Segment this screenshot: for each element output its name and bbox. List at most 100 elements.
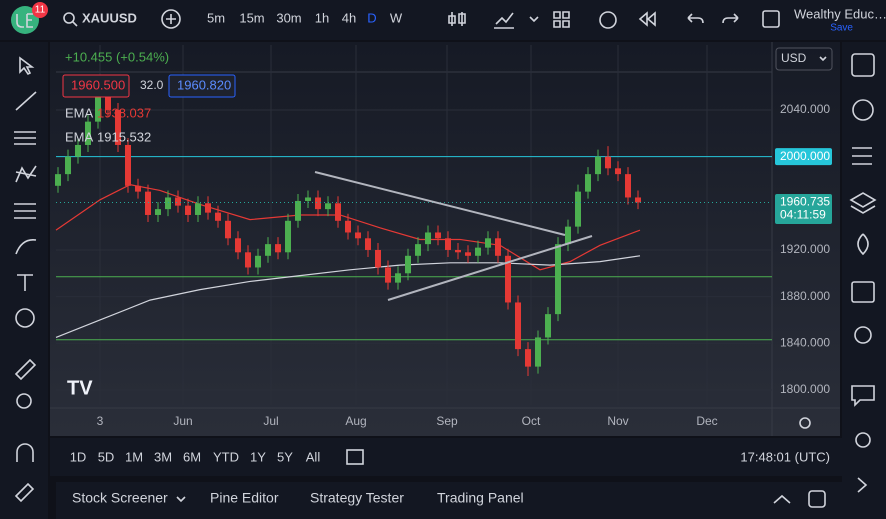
compare-icon — [166, 14, 176, 24]
y-tick-label: 1920.000 — [780, 242, 830, 256]
fib-tool[interactable] — [14, 131, 36, 145]
interval[interactable]: 5m — [207, 10, 225, 25]
alerts-button[interactable] — [852, 99, 874, 121]
compare-button[interactable] — [161, 9, 181, 29]
panel-tab[interactable]: Trading Panel — [437, 490, 524, 506]
chart-type-button[interactable] — [448, 12, 466, 26]
interval[interactable]: W — [390, 10, 403, 25]
range-button[interactable]: 6M — [183, 449, 201, 464]
goto-date-button[interactable] — [346, 449, 364, 465]
y-tick-label: 2040.000 — [780, 102, 830, 116]
candle-body — [455, 249, 461, 253]
search-icon[interactable] — [63, 12, 75, 24]
panel-tab[interactable]: Pine Editor — [210, 490, 279, 506]
chat-button[interactable] — [851, 385, 875, 407]
candle-body — [385, 267, 391, 283]
cursor-tool[interactable] — [19, 56, 35, 76]
currency-select[interactable] — [775, 47, 833, 71]
replay-button[interactable] — [638, 11, 656, 27]
range-button[interactable]: 5Y — [277, 449, 293, 464]
tv-logo[interactable]: TV — [67, 377, 93, 399]
watchlist-button[interactable] — [851, 53, 875, 77]
trendline[interactable] — [387, 235, 593, 301]
candle-body — [475, 247, 481, 256]
lock-tool[interactable] — [14, 482, 35, 503]
candle-body — [495, 238, 501, 256]
fullscreen-button[interactable] — [762, 10, 780, 28]
candle-body — [435, 232, 441, 239]
candle-body — [155, 209, 161, 215]
interval[interactable]: 15m — [239, 10, 264, 25]
sell-button[interactable] — [62, 74, 130, 98]
data-window-button[interactable] — [852, 147, 872, 165]
range-button[interactable]: 3M — [154, 449, 172, 464]
buy-button[interactable] — [168, 74, 236, 98]
range-button[interactable]: 1M — [125, 449, 143, 464]
right-sidebar — [842, 42, 886, 519]
expand-panel[interactable] — [773, 494, 791, 504]
calendar-button[interactable] — [851, 281, 875, 303]
range-button[interactable]: 1D — [70, 449, 87, 464]
y-tick-label: 1800.000 — [780, 382, 830, 396]
candle-body — [165, 197, 171, 210]
candle-body — [575, 191, 581, 227]
candle-body — [615, 168, 621, 175]
ruler-tool[interactable] — [14, 358, 37, 381]
ideas-button[interactable] — [854, 326, 872, 344]
interval[interactable]: 1h — [315, 10, 329, 25]
candle-body — [355, 232, 361, 239]
candle-body — [195, 203, 201, 215]
candle-body — [425, 232, 431, 245]
interval[interactable]: 4h — [342, 10, 356, 25]
zoom-tool[interactable] — [16, 393, 32, 409]
clock[interactable]: 17:48:01 (UTC) — [740, 449, 830, 464]
indicators-button[interactable] — [494, 12, 514, 29]
symbol[interactable]: XAUUSD — [82, 10, 137, 25]
ema-value: 1938.037 — [97, 105, 151, 120]
x-tick-label: 3 — [97, 414, 104, 428]
y-tick-label: 1880.000 — [780, 289, 830, 303]
candle-body — [245, 252, 251, 268]
settings-button[interactable] — [799, 417, 811, 429]
trendline[interactable] — [314, 171, 566, 236]
candle-body — [125, 144, 131, 186]
maximize-panel[interactable] — [808, 490, 826, 508]
emoji-tool[interactable] — [15, 308, 35, 328]
currency[interactable]: USD — [781, 51, 807, 65]
ema-name: EMA — [65, 129, 94, 144]
candle-body — [135, 185, 141, 192]
object-tree-button[interactable] — [849, 192, 877, 214]
redo-button[interactable] — [722, 13, 739, 24]
range-button[interactable]: YTD — [213, 449, 239, 464]
candle-body — [275, 244, 281, 253]
alert-button[interactable] — [599, 11, 617, 29]
x-tick-label: Sep — [436, 414, 458, 428]
undo-button[interactable] — [687, 13, 704, 24]
candle-body — [115, 109, 121, 145]
screener-dropdown[interactable] — [176, 496, 186, 503]
candle-body — [395, 273, 401, 283]
range-button[interactable]: 1Y — [250, 449, 266, 464]
save-button[interactable]: Save — [830, 23, 853, 34]
interval[interactable]: 30m — [276, 10, 301, 25]
pine-button[interactable] — [857, 477, 868, 493]
candle-body — [375, 249, 381, 268]
panel-tab[interactable]: Strategy Tester — [310, 490, 404, 506]
panel-tab[interactable]: Stock Screener — [72, 490, 168, 506]
interval[interactable]: D — [367, 10, 376, 25]
layout-button[interactable] — [553, 11, 570, 28]
hotlist-button[interactable] — [857, 233, 869, 256]
prediction-tool[interactable] — [14, 203, 36, 219]
dropdown[interactable] — [529, 16, 539, 23]
brush-tool[interactable] — [15, 238, 37, 255]
account-name[interactable]: Wealthy Educ… — [794, 6, 886, 21]
text-tool[interactable] — [17, 274, 33, 291]
magnet-tool[interactable] — [16, 443, 34, 462]
streams-button[interactable] — [855, 432, 871, 448]
candle-body — [85, 121, 91, 145]
trendline-tool[interactable] — [15, 91, 37, 111]
candle-body — [315, 197, 321, 210]
pattern-tool[interactable] — [15, 165, 37, 183]
range-button[interactable]: All — [306, 449, 321, 464]
range-button[interactable]: 5D — [98, 449, 115, 464]
